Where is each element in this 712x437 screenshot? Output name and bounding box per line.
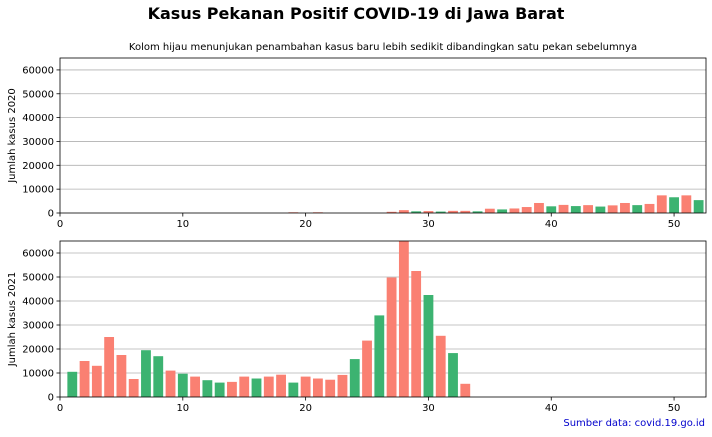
bar-week-15 xyxy=(239,376,250,397)
y-tick-label: 30000 xyxy=(22,321,54,332)
bar-week-30 xyxy=(423,211,434,213)
x-tick-label: 40 xyxy=(545,219,558,230)
plot-frame xyxy=(59,57,707,214)
bar-week-21 xyxy=(312,378,323,397)
bar-week-42 xyxy=(570,206,581,213)
bar-week-52 xyxy=(693,200,704,213)
x-tick-label: 30 xyxy=(422,219,435,230)
bar-week-32 xyxy=(448,210,458,213)
bar-week-28 xyxy=(398,241,409,397)
y-tick-label: 40000 xyxy=(22,113,54,124)
x-tick-label: 20 xyxy=(299,403,312,414)
y-tick-label: 40000 xyxy=(22,297,54,308)
x-tick-label: 20 xyxy=(299,219,312,230)
bar-week-3 xyxy=(91,365,102,397)
bar-week-40 xyxy=(546,206,557,213)
y-tick-label: 10000 xyxy=(22,369,54,380)
bar-week-48 xyxy=(644,203,655,213)
bar-week-20 xyxy=(300,376,311,397)
y-tick-label: 20000 xyxy=(22,345,54,356)
bar-week-26 xyxy=(374,315,385,397)
bar-week-18 xyxy=(276,374,286,397)
source-note: Sumber data: covid.19.go.id xyxy=(563,418,705,429)
x-tick-label: 10 xyxy=(176,403,189,414)
x-tick-label: 40 xyxy=(545,403,558,414)
y-tick-label: 0 xyxy=(48,393,54,404)
bar-week-46 xyxy=(620,202,630,213)
bar-week-36 xyxy=(497,209,508,213)
bar-week-12 xyxy=(202,380,213,397)
bar-week-41 xyxy=(558,204,569,213)
bar-week-33 xyxy=(460,210,471,213)
chart-title: Kasus Pekanan Positif COVID-19 di Jawa B… xyxy=(147,4,565,23)
bar-week-16 xyxy=(251,378,262,397)
bar-week-17 xyxy=(263,376,274,397)
bar-week-50 xyxy=(669,197,679,213)
bar-week-45 xyxy=(607,205,618,213)
x-tick-label: 50 xyxy=(668,403,681,414)
bar-week-34 xyxy=(472,211,483,213)
bar-week-1 xyxy=(67,371,78,397)
bar-week-25 xyxy=(362,340,372,397)
bar-week-30 xyxy=(423,295,434,397)
chart-panel-1: 0 10000 20000 30000 40000 50000 60000 0 10 20 30 40… xyxy=(7,57,707,230)
bar-week-7 xyxy=(141,350,151,397)
y-axis-label: Jumlah kasus 2021 xyxy=(7,272,18,368)
x-tick-label: 0 xyxy=(57,403,63,414)
bar-week-33 xyxy=(460,383,471,397)
bar-week-10 xyxy=(177,373,188,397)
bar-week-2 xyxy=(79,361,90,397)
bar-week-29 xyxy=(411,271,422,397)
bar-week-13 xyxy=(214,382,225,397)
bar-week-27 xyxy=(386,277,397,397)
bar-week-37 xyxy=(509,208,520,213)
y-tick-label: 0 xyxy=(48,209,54,220)
chart-panel-2: 0 10000 20000 30000 40000 50000 60000 0 10 20 30 40… xyxy=(7,240,707,414)
bar-week-49 xyxy=(656,195,667,213)
x-tick-label: 30 xyxy=(422,403,435,414)
plot-frame xyxy=(59,240,707,398)
bar-week-22 xyxy=(325,379,336,397)
x-tick-label: 10 xyxy=(176,219,189,230)
bar-week-47 xyxy=(632,205,643,213)
bar-week-31 xyxy=(435,335,446,397)
x-tick-label: 0 xyxy=(57,219,63,230)
y-tick-label: 60000 xyxy=(22,249,54,260)
chart-subtitle: Kolom hijau menunjukan penambahan kasus … xyxy=(128,42,638,53)
y-tick-label: 20000 xyxy=(22,161,54,172)
bar-week-35 xyxy=(484,208,495,213)
bar-week-5 xyxy=(116,355,127,397)
y-tick-label: 10000 xyxy=(22,185,54,196)
bar-week-9 xyxy=(165,370,176,397)
bar-week-32 xyxy=(448,353,458,397)
y-axis-label: Jumlah kasus 2020 xyxy=(7,88,18,184)
x-tick-label: 50 xyxy=(668,219,681,230)
bar-week-31 xyxy=(435,211,446,213)
bar-week-28 xyxy=(398,210,409,213)
y-tick-label: 30000 xyxy=(22,137,54,148)
bar-week-4 xyxy=(104,337,115,397)
bar-week-11 xyxy=(190,376,201,397)
bar-week-19 xyxy=(288,382,299,397)
bar-week-39 xyxy=(534,202,544,213)
bar-week-24 xyxy=(349,359,360,397)
bar-week-27 xyxy=(386,211,397,213)
bar-week-23 xyxy=(337,374,348,397)
bar-week-44 xyxy=(595,206,606,213)
bar-week-38 xyxy=(521,207,532,213)
bar-week-43 xyxy=(583,205,594,213)
bar-week-6 xyxy=(128,379,139,397)
bar-week-8 xyxy=(153,356,164,397)
y-tick-label: 50000 xyxy=(22,89,54,100)
y-tick-label: 60000 xyxy=(22,65,54,76)
bar-week-29 xyxy=(411,211,422,213)
y-tick-label: 50000 xyxy=(22,273,54,284)
bar-week-51 xyxy=(681,195,692,213)
bar-week-14 xyxy=(227,381,237,397)
